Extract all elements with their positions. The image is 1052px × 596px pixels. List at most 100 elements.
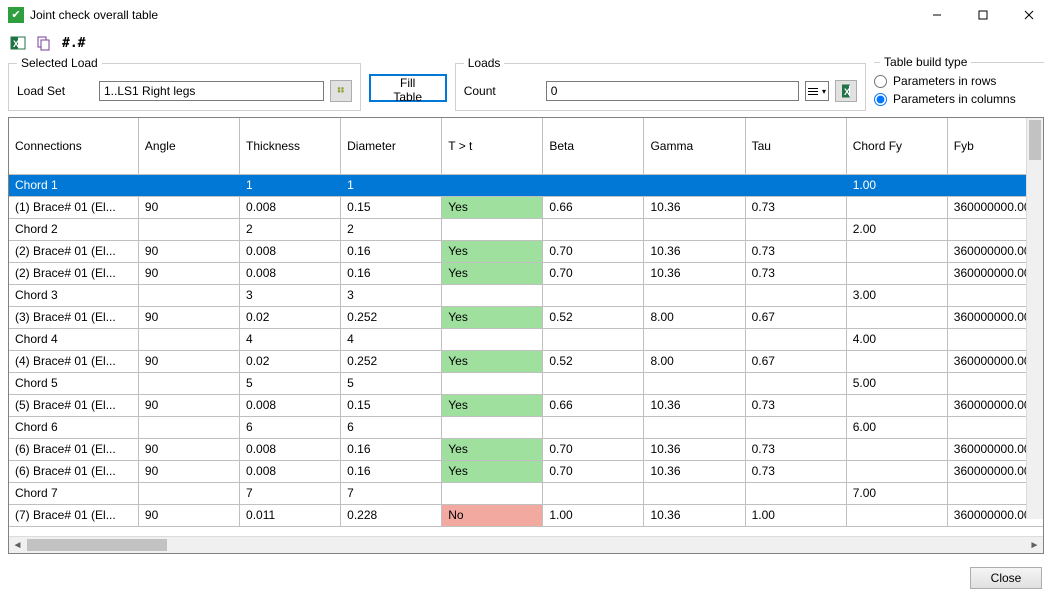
table-cell[interactable]: 0.67 <box>745 350 846 372</box>
table-cell[interactable]: (1) Brace# 01 (El... <box>9 196 138 218</box>
column-header[interactable]: Angle <box>138 118 239 174</box>
table-cell[interactable]: 0.008 <box>240 460 341 482</box>
table-cell[interactable]: 90 <box>138 460 239 482</box>
table-cell[interactable]: 10.36 <box>644 460 745 482</box>
table-cell[interactable]: 0.16 <box>341 460 442 482</box>
table-cell[interactable]: Yes <box>442 240 543 262</box>
table-cell[interactable]: 3 <box>341 284 442 306</box>
table-cell[interactable]: 7 <box>341 482 442 504</box>
table-cell[interactable] <box>745 372 846 394</box>
table-cell[interactable]: 0.73 <box>745 262 846 284</box>
table-cell[interactable]: 10.36 <box>644 438 745 460</box>
column-header[interactable]: Diameter <box>341 118 442 174</box>
table-cell[interactable] <box>138 218 239 240</box>
table-cell[interactable]: 0.73 <box>745 196 846 218</box>
table-cell[interactable] <box>644 174 745 196</box>
table-row[interactable]: Chord 3333.00 <box>9 284 1043 306</box>
table-cell[interactable]: 90 <box>138 240 239 262</box>
table-row[interactable]: Chord 2222.00 <box>9 218 1043 240</box>
vertical-scroll-thumb[interactable] <box>1029 120 1041 160</box>
table-cell[interactable] <box>846 438 947 460</box>
table-cell[interactable]: 90 <box>138 262 239 284</box>
table-cell[interactable]: 0.73 <box>745 394 846 416</box>
table-cell[interactable]: 0.52 <box>543 306 644 328</box>
table-row[interactable]: (3) Brace# 01 (El...900.020.252Yes0.528.… <box>9 306 1043 328</box>
table-row[interactable]: Chord 5 55 5.00 <box>9 372 1043 394</box>
table-cell[interactable]: 7.00 <box>846 482 947 504</box>
table-cell[interactable]: 5.00 <box>846 372 947 394</box>
table-cell[interactable] <box>442 372 543 394</box>
table-cell[interactable]: Chord 7 <box>9 482 138 504</box>
table-row[interactable]: (6) Brace# 01 (El...900.0080.16Yes0.7010… <box>9 460 1043 482</box>
export-excel-button[interactable]: X <box>8 33 28 53</box>
table-cell[interactable] <box>846 196 947 218</box>
table-cell[interactable]: 90 <box>138 504 239 526</box>
column-header[interactable]: Tau <box>745 118 846 174</box>
table-cell[interactable]: 0.008 <box>240 262 341 284</box>
table-cell[interactable]: 7 <box>240 482 341 504</box>
table-cell[interactable]: (4) Brace# 01 (El... <box>9 350 138 372</box>
table-cell[interactable] <box>138 284 239 306</box>
table-cell[interactable]: 2 <box>341 218 442 240</box>
table-cell[interactable]: 0.008 <box>240 438 341 460</box>
table-cell[interactable]: No <box>442 504 543 526</box>
minimize-button[interactable] <box>914 0 960 30</box>
table-cell[interactable] <box>138 174 239 196</box>
table-cell[interactable]: 10.36 <box>644 394 745 416</box>
table-cell[interactable]: (2) Brace# 01 (El... <box>9 262 138 284</box>
table-cell[interactable]: 0.73 <box>745 438 846 460</box>
table-cell[interactable]: 8.00 <box>644 350 745 372</box>
table-cell[interactable] <box>644 482 745 504</box>
loads-list-dropdown[interactable]: ▾ <box>805 81 829 101</box>
column-header[interactable]: Gamma <box>644 118 745 174</box>
table-cell[interactable]: 0.16 <box>341 262 442 284</box>
table-cell[interactable]: 5 <box>341 372 442 394</box>
table-cell[interactable]: 0.252 <box>341 350 442 372</box>
vertical-scrollbar[interactable] <box>1026 118 1043 519</box>
table-cell[interactable] <box>644 284 745 306</box>
table-cell[interactable]: 2.00 <box>846 218 947 240</box>
scroll-left-arrow[interactable]: ◄ <box>9 537 26 553</box>
table-cell[interactable]: 0.008 <box>240 240 341 262</box>
build-cols-radio[interactable] <box>874 93 887 106</box>
table-cell[interactable]: (6) Brace# 01 (El... <box>9 438 138 460</box>
table-cell[interactable] <box>846 240 947 262</box>
table-cell[interactable]: 90 <box>138 196 239 218</box>
table-cell[interactable] <box>442 284 543 306</box>
table-cell[interactable]: 0.70 <box>543 240 644 262</box>
table-cell[interactable]: Yes <box>442 196 543 218</box>
table-cell[interactable]: 10.36 <box>644 504 745 526</box>
table-row[interactable]: Chord 4444.00 <box>9 328 1043 350</box>
table-cell[interactable]: 4 <box>341 328 442 350</box>
table-cell[interactable]: 90 <box>138 394 239 416</box>
table-cell[interactable]: Chord 6 <box>9 416 138 438</box>
loads-count-input[interactable]: 0 <box>546 81 799 101</box>
table-row[interactable]: Chord 1111.00 <box>9 174 1043 196</box>
table-cell[interactable] <box>442 482 543 504</box>
table-cell[interactable] <box>644 372 745 394</box>
table-cell[interactable]: (6) Brace# 01 (El... <box>9 460 138 482</box>
table-cell[interactable]: 0.008 <box>240 394 341 416</box>
table-cell[interactable]: Chord 4 <box>9 328 138 350</box>
table-cell[interactable]: 0.011 <box>240 504 341 526</box>
table-row[interactable]: (7) Brace# 01 (El...900.0110.228No1.0010… <box>9 504 1043 526</box>
table-cell[interactable] <box>745 482 846 504</box>
table-cell[interactable] <box>543 372 644 394</box>
table-cell[interactable] <box>846 306 947 328</box>
table-cell[interactable]: 10.36 <box>644 196 745 218</box>
table-cell[interactable]: 6.00 <box>846 416 947 438</box>
table-row[interactable]: (2) Brace# 01 (El...900.0080.16Yes0.7010… <box>9 262 1043 284</box>
table-cell[interactable]: 90 <box>138 350 239 372</box>
table-cell[interactable] <box>138 416 239 438</box>
table-cell[interactable]: Chord 3 <box>9 284 138 306</box>
table-cell[interactable] <box>543 284 644 306</box>
load-set-picker-button[interactable] <box>330 80 352 102</box>
table-cell[interactable] <box>846 394 947 416</box>
table-cell[interactable]: 0.70 <box>543 460 644 482</box>
table-cell[interactable] <box>442 218 543 240</box>
horizontal-scroll-thumb[interactable] <box>27 539 167 551</box>
table-cell[interactable]: 0.16 <box>341 240 442 262</box>
table-cell[interactable]: 5 <box>240 372 341 394</box>
table-cell[interactable]: Chord 5 <box>9 372 138 394</box>
table-cell[interactable]: 0.008 <box>240 196 341 218</box>
